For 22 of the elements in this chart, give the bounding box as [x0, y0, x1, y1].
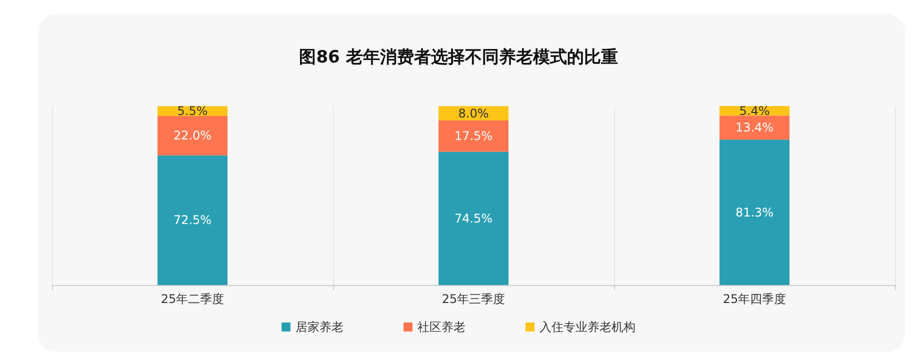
x-tick-label: 25年二季度	[160, 292, 224, 306]
x-tick-label: 25年四季度	[722, 292, 786, 306]
data-label: 13.4%	[735, 120, 774, 135]
data-label: 5.5%	[177, 104, 208, 118]
legend-label: 居家养老	[296, 320, 344, 334]
data-label: 22.0%	[173, 128, 212, 143]
legend-label: 社区养老	[418, 320, 466, 334]
data-label: 81.3%	[735, 205, 774, 220]
bar	[720, 140, 790, 285]
bar	[720, 116, 790, 140]
bar	[438, 120, 508, 152]
bar	[158, 155, 228, 285]
legend-label: 入住专业养老机构	[540, 320, 636, 334]
chart-title: 图86 老年消费者选择不同养老模式的比重	[299, 48, 618, 68]
data-label: 74.5%	[454, 211, 493, 226]
data-label: 8.0%	[458, 106, 489, 120]
x-tick-label: 25年三季度	[442, 292, 506, 306]
data-label: 17.5%	[454, 129, 493, 144]
data-label: 5.4%	[739, 104, 770, 118]
bar	[158, 116, 228, 156]
data-label: 72.5%	[173, 213, 212, 228]
bar	[438, 152, 508, 285]
